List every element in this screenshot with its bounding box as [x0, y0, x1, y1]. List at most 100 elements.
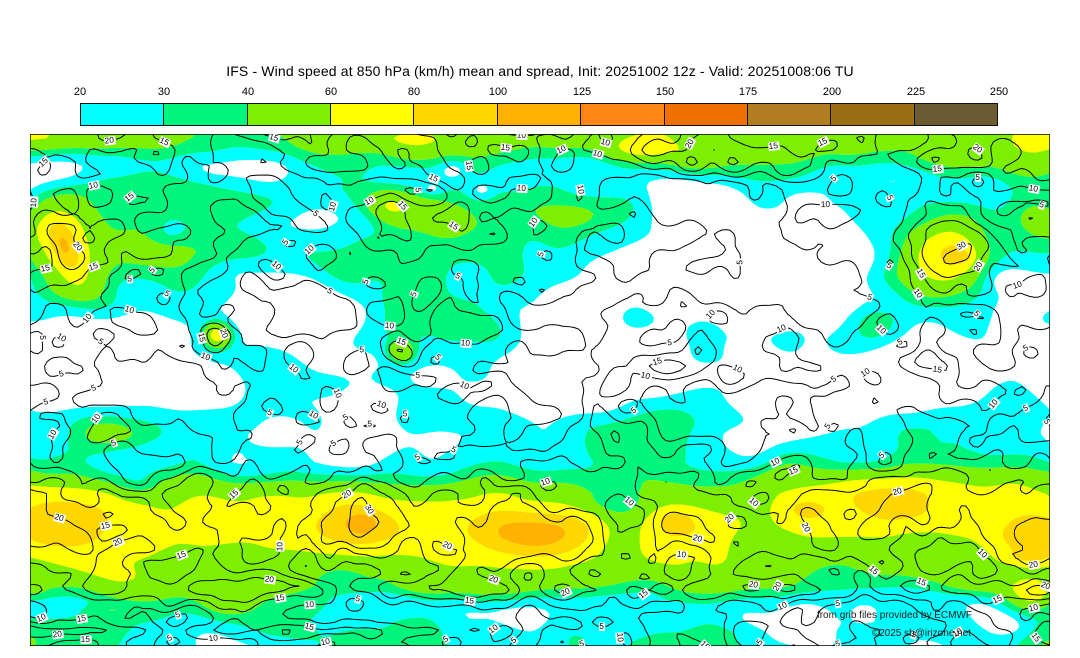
- svg-text:20: 20: [52, 628, 63, 639]
- svg-text:15: 15: [40, 262, 51, 274]
- svg-text:5: 5: [96, 336, 106, 347]
- svg-text:10: 10: [1011, 278, 1023, 291]
- svg-text:5: 5: [38, 335, 48, 340]
- svg-text:5: 5: [127, 273, 133, 283]
- svg-text:5: 5: [754, 637, 765, 646]
- svg-text:5: 5: [885, 193, 896, 202]
- svg-text:5: 5: [359, 344, 364, 354]
- svg-text:15: 15: [464, 160, 475, 171]
- svg-text:10: 10: [640, 369, 652, 381]
- svg-text:15: 15: [196, 332, 208, 344]
- svg-text:10: 10: [1028, 602, 1040, 614]
- svg-text:15: 15: [991, 592, 1004, 605]
- svg-text:10: 10: [600, 136, 612, 148]
- svg-text:5: 5: [885, 260, 895, 271]
- svg-text:10: 10: [460, 337, 470, 348]
- svg-text:5: 5: [414, 187, 424, 193]
- svg-text:20: 20: [1040, 579, 1050, 592]
- svg-text:20: 20: [487, 572, 500, 585]
- svg-text:20: 20: [111, 535, 124, 548]
- svg-text:5: 5: [408, 290, 419, 298]
- svg-text:10: 10: [615, 632, 626, 642]
- svg-text:5: 5: [109, 437, 118, 448]
- svg-text:5: 5: [413, 451, 422, 462]
- svg-text:10: 10: [332, 387, 345, 400]
- svg-text:10: 10: [539, 475, 551, 487]
- svg-text:5: 5: [975, 172, 980, 182]
- svg-text:5: 5: [578, 638, 585, 646]
- svg-text:5: 5: [866, 291, 874, 302]
- svg-text:10: 10: [517, 134, 527, 140]
- svg-text:20: 20: [682, 137, 695, 150]
- svg-text:10: 10: [821, 199, 831, 209]
- svg-text:5: 5: [1042, 417, 1050, 425]
- svg-text:10: 10: [200, 350, 213, 363]
- svg-text:20: 20: [1028, 559, 1039, 570]
- svg-text:15: 15: [427, 171, 440, 184]
- svg-text:10: 10: [124, 303, 136, 315]
- svg-text:5: 5: [42, 396, 49, 407]
- svg-text:10: 10: [274, 542, 284, 552]
- svg-text:10: 10: [376, 398, 388, 411]
- svg-text:15: 15: [158, 135, 171, 148]
- svg-text:15: 15: [916, 575, 929, 588]
- svg-text:5: 5: [266, 407, 274, 418]
- svg-text:5: 5: [403, 408, 408, 418]
- svg-text:5: 5: [834, 598, 841, 609]
- svg-text:5: 5: [834, 638, 841, 646]
- svg-text:15: 15: [87, 260, 100, 273]
- svg-text:5: 5: [450, 444, 459, 455]
- svg-text:5: 5: [58, 368, 66, 379]
- svg-text:15: 15: [932, 163, 943, 174]
- svg-text:5: 5: [367, 418, 372, 428]
- svg-text:10: 10: [304, 599, 314, 609]
- svg-text:5: 5: [325, 285, 335, 296]
- svg-text:10: 10: [35, 611, 48, 624]
- svg-text:10: 10: [775, 322, 788, 335]
- svg-text:10: 10: [208, 632, 219, 643]
- svg-text:5: 5: [828, 373, 838, 384]
- svg-text:5: 5: [667, 337, 673, 347]
- svg-text:15: 15: [787, 464, 800, 477]
- svg-text:15: 15: [932, 363, 943, 374]
- svg-text:30: 30: [955, 239, 968, 252]
- svg-text:5: 5: [174, 609, 182, 620]
- svg-text:15: 15: [274, 592, 285, 603]
- svg-text:5: 5: [415, 370, 421, 380]
- svg-text:5: 5: [354, 593, 362, 604]
- svg-text:5: 5: [828, 173, 839, 184]
- svg-text:10: 10: [320, 636, 331, 646]
- svg-text:15: 15: [304, 620, 316, 632]
- svg-text:10: 10: [555, 143, 568, 156]
- svg-text:5: 5: [895, 336, 904, 347]
- svg-text:5: 5: [311, 208, 321, 219]
- svg-text:5: 5: [734, 260, 744, 265]
- svg-text:15: 15: [76, 612, 87, 624]
- svg-text:10: 10: [30, 198, 38, 208]
- svg-text:5: 5: [535, 250, 546, 258]
- svg-text:5: 5: [294, 437, 305, 446]
- svg-text:15: 15: [81, 634, 91, 644]
- svg-text:5: 5: [441, 633, 451, 644]
- svg-text:5: 5: [1021, 342, 1030, 353]
- svg-text:15: 15: [268, 134, 280, 143]
- svg-text:20: 20: [218, 327, 231, 339]
- svg-text:20: 20: [748, 579, 759, 590]
- svg-text:5: 5: [628, 405, 638, 416]
- svg-text:5: 5: [280, 237, 291, 247]
- svg-text:20: 20: [800, 521, 813, 534]
- svg-text:5: 5: [163, 288, 173, 299]
- svg-text:15: 15: [175, 548, 188, 561]
- svg-text:10: 10: [458, 379, 471, 392]
- svg-text:20: 20: [559, 585, 572, 598]
- svg-text:10: 10: [575, 184, 586, 195]
- svg-text:5: 5: [1038, 199, 1046, 210]
- svg-text:10: 10: [731, 362, 744, 375]
- svg-text:10: 10: [776, 599, 789, 612]
- svg-text:5: 5: [341, 411, 351, 422]
- svg-text:10: 10: [326, 200, 338, 212]
- svg-text:20: 20: [104, 134, 115, 145]
- svg-text:15: 15: [500, 142, 511, 153]
- svg-text:5: 5: [822, 421, 833, 431]
- svg-text:5: 5: [972, 308, 982, 319]
